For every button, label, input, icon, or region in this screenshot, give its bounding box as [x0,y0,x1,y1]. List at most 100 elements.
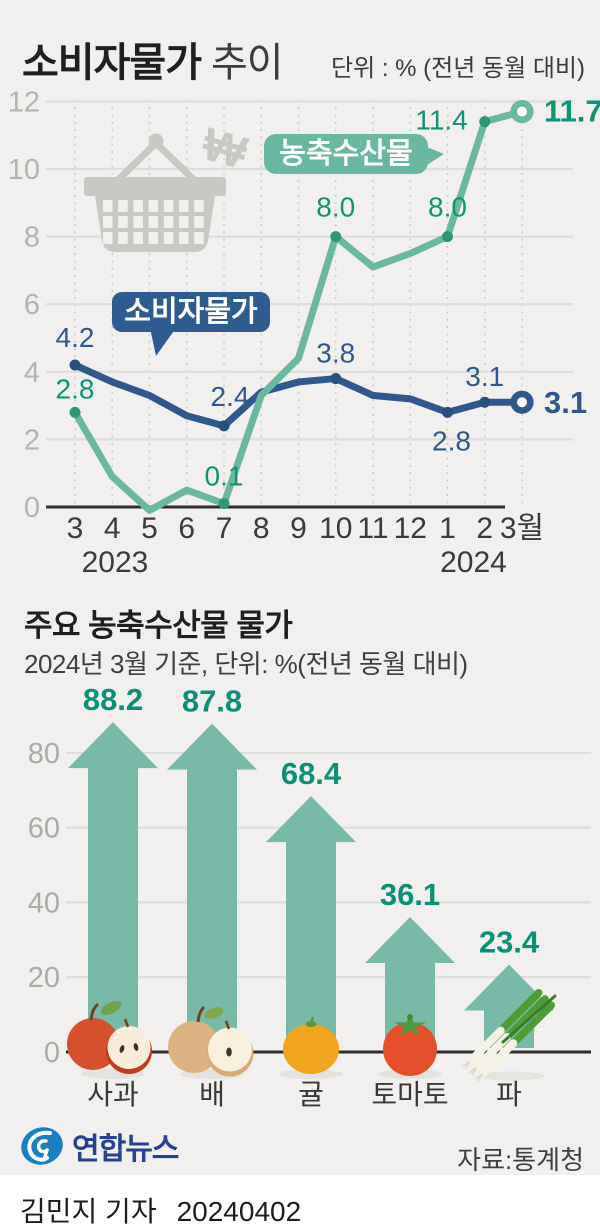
green-onion-icon [462,988,557,1082]
data-label: 11.7 [544,94,600,129]
y-tick-label: 8 [24,222,40,254]
data-label: 11.4 [415,105,467,136]
x-tick-label: 6 [178,512,195,545]
x-tick-label: 4 [104,512,121,545]
data-label: 3.1 [465,361,504,392]
bar-category-labels: 사과 배 귤 토마토 파 [87,1079,522,1110]
data-point [479,396,491,408]
x-tick-label: 5 [141,512,158,545]
category-label: 사과 [87,1079,139,1110]
category-label: 배 [199,1079,225,1110]
x-tick-label: 11 [357,512,388,545]
byline-reporter: 김민지 기자 [20,1196,157,1227]
data-label: 2.8 [56,373,95,404]
series-label-cpi: 소비자물가 [112,292,270,356]
source-note: 자료:통계청 [457,1145,584,1175]
data-point [218,420,230,432]
x-tick-label: 7 [216,512,233,545]
category-label: 파 [496,1079,522,1110]
pear-icon [168,1005,254,1079]
data-label: 8.0 [316,192,355,223]
unit-note: 단위 : % (전년 동월 대비) [331,55,585,82]
tangerine-icon [279,1016,343,1079]
bar-section-subtitle: 2024년 3월 기준, 단위: %(전년 동월 대비) [24,649,468,679]
x-tick-label: 8 [253,512,270,545]
series-line [71,361,526,430]
page-title: 소비자물가 추이 [22,30,284,88]
page-title-sub: 추이 [211,41,284,85]
x-tick-label: 10 [319,512,352,545]
y-tick-label: 4 [24,357,40,389]
data-point [330,373,342,385]
bar-value-label: 88.2 [83,682,143,717]
data-label: 0.1 [205,461,244,492]
data-point [442,406,453,418]
apple-icon [67,1001,152,1079]
agrifood-series: 2.8 0.1 8.0 8.0 11.4 11.7 [56,94,600,514]
bar-value-label: 68.4 [281,756,342,791]
end-ring-marker [510,390,534,414]
data-point [218,498,230,510]
x-tick-label: 3 [67,512,84,545]
series-label-agrifood-text: 농축수산물 [279,138,413,170]
y-tick-label: 60 [28,813,60,845]
data-label: 3.1 [544,385,587,420]
category-label: 토마토 [371,1079,448,1110]
end-ring-marker [510,99,534,124]
data-label: 3.8 [316,338,355,369]
bar-section-title: 주요 농축수산물 물가 [24,608,293,643]
data-point [330,231,342,243]
bar-arrows: 88.2 87.8 68.4 36.1 23.4 [68,682,554,1048]
bar-value-label: 87.8 [182,684,242,719]
x-tick-label: 12 [394,512,427,545]
yonhap-logo-icon [21,1127,63,1165]
speech-tail [150,328,176,356]
data-label: 4.2 [56,322,95,353]
y-tick-label: 0 [24,492,40,524]
tomato-icon [378,1013,442,1079]
cpi-series: 4.2 2.4 3.8 2.8 3.1 3.1 [56,322,588,456]
bar-arrow [68,722,158,1048]
bar-arrow [365,916,455,1048]
x-tick-label: 3월 [500,512,544,545]
speech-tail [427,147,444,165]
series-label-agrifood: 농축수산물 [264,134,444,174]
data-label: 8.0 [428,192,467,223]
byline-bar: 김민지 기자 20240402 [0,1175,600,1232]
fruit-icons [67,988,557,1082]
byline-date: 20240402 [176,1196,302,1227]
data-point [69,406,81,418]
x-tick-label: 1 [439,512,456,545]
y-tick-label: 2 [24,424,40,456]
line-chart-grid: 0 2 4 6 8 10 12 [8,86,573,524]
data-point [69,359,81,371]
year-label: 2023 [82,546,149,579]
x-tick-label: 9 [290,512,307,545]
data-label: 2.8 [432,425,471,456]
shopping-basket-icon: ₩ [84,117,253,252]
data-label: 2.4 [211,381,250,412]
y-tick-label: 10 [8,154,40,186]
y-tick-label: 40 [28,887,60,919]
bar-arrow [266,796,356,1048]
data-point [442,231,453,243]
y-tick-label: 6 [24,289,40,321]
series-label-cpi-text: 소비자물가 [124,296,258,328]
brand-logo: 연합뉴스 [18,1122,179,1170]
y-tick-label: 0 [44,1037,60,1069]
bar-value-label: 36.1 [380,877,440,912]
y-tick-label: 12 [8,86,40,118]
y-tick-label: 80 [28,738,60,770]
data-point [479,116,491,128]
brand-name: 연합뉴스 [72,1133,179,1166]
bar-value-label: 23.4 [479,924,540,959]
category-label: 귤 [298,1079,324,1110]
year-label: 2024 [440,546,507,579]
bar-arrow [167,723,257,1048]
page-title-main: 소비자물가 [22,41,202,85]
y-tick-label: 20 [28,962,60,994]
x-tick-label: 2 [476,512,493,545]
